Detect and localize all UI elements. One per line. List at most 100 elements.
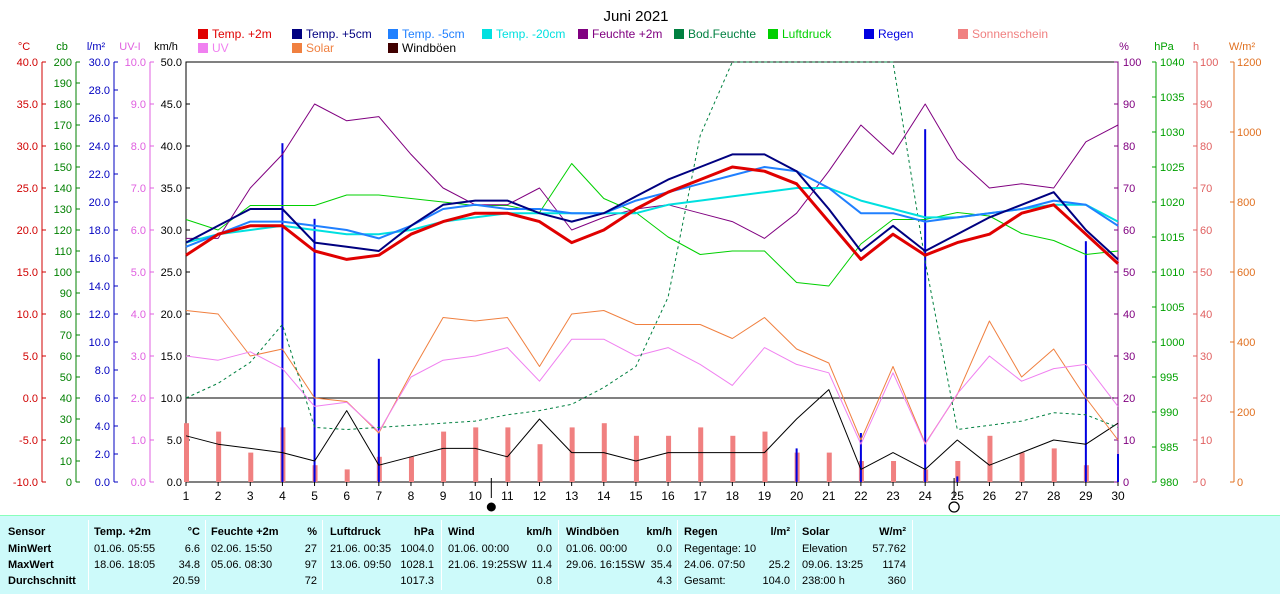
uv-tick-label: 5.0	[131, 267, 146, 279]
cb-tick-label: 80	[60, 309, 72, 321]
x-tick-label: 19	[758, 489, 772, 503]
series-line-luftdruck	[185, 163, 1119, 287]
stats-hum-avg-value: 72	[304, 575, 317, 587]
sunshine-bar	[216, 431, 222, 482]
stats-gust-unit: km/h	[646, 526, 672, 538]
rain-bar	[956, 476, 959, 482]
legend-swatch	[388, 43, 398, 53]
x-tick-label: 18	[726, 489, 740, 503]
x-tick-label: 2	[215, 489, 222, 503]
rain-bar	[377, 358, 380, 482]
stats-gust-column: Windböen km/h 01.06. 00:00 0.0 29.06. 16:1…	[566, 524, 672, 596]
legend-swatch	[674, 29, 684, 39]
uv-tick-label: 6.0	[131, 225, 146, 237]
sunshine-bar	[987, 435, 993, 482]
stats-wind-unit: km/h	[526, 526, 552, 538]
legend-label: Temp. +2m	[212, 27, 272, 41]
stats-solar-hours: 238:00 h	[802, 575, 845, 587]
x-tick-label: 4	[279, 489, 286, 503]
x-tick-label: 12	[533, 489, 547, 503]
wind-tick-label: 0.0	[167, 477, 182, 489]
temp-axis-unit: °C	[18, 41, 30, 53]
stats-temp-avg-value: 20.59	[172, 575, 200, 587]
stats-gust-min-value: 0.0	[656, 543, 672, 555]
stats-gust-avg-value: 4.3	[656, 575, 672, 587]
press-tick-label: 1000	[1160, 337, 1184, 349]
sunshine-bar	[344, 469, 350, 482]
temp-tick-label: 15.0	[17, 267, 38, 279]
rain-bar	[795, 448, 798, 482]
rain-tick-label: 4.0	[95, 421, 110, 433]
stats-rain-days: Regentage: 10	[684, 543, 757, 555]
cb-tick-label: 150	[54, 162, 72, 174]
wind-tick-label: 35.0	[161, 183, 182, 195]
stats-rain-unit: l/m²	[770, 526, 790, 538]
press-tick-label: 985	[1160, 442, 1178, 454]
wind-tick-label: 30.0	[161, 225, 182, 237]
temp-tick-label: -5.0	[19, 435, 38, 447]
stats-gust-header: Windböen	[566, 526, 620, 538]
solar-tick-label: 200	[1237, 407, 1255, 419]
stats-temp-min-value: 6.6	[184, 543, 200, 555]
wind-axis-unit: km/h	[154, 41, 178, 53]
x-tick-label: 9	[440, 489, 447, 503]
cb-tick-label: 120	[54, 225, 72, 237]
x-tick-label: 22	[854, 489, 868, 503]
rain-bar	[859, 433, 862, 482]
sunshine-bar	[633, 435, 639, 482]
stats-solar-elevation-value: 57.762	[872, 543, 906, 555]
statistics-panel: Sensor MinWert MaxWert Durchschnitt Temp…	[0, 515, 1280, 594]
solar-tick-label: 600	[1237, 267, 1255, 279]
legend-swatch	[578, 29, 588, 39]
sunshine-bar	[730, 435, 736, 482]
sun-tick-label: 10	[1200, 435, 1212, 447]
cb-tick-label: 50	[60, 372, 72, 384]
series-line-temp-2m	[185, 165, 1120, 265]
legend-label: Windböen	[402, 41, 456, 55]
hum-tick-label: 90	[1123, 99, 1135, 111]
sunshine-bar	[955, 461, 961, 482]
wind-tick-label: 5.0	[167, 435, 182, 447]
cb-tick-label: 200	[54, 57, 72, 69]
stats-solar-unit: W/m²	[879, 526, 906, 538]
solar-tick-label: 1200	[1237, 57, 1261, 69]
hum-tick-label: 70	[1123, 183, 1135, 195]
cb-tick-label: 170	[54, 120, 72, 132]
sunshine-bar	[698, 427, 704, 482]
sun-tick-label: 40	[1200, 309, 1212, 321]
legend-swatch	[388, 29, 398, 39]
rain-tick-label: 6.0	[95, 393, 110, 405]
cb-tick-label: 140	[54, 183, 72, 195]
uv-tick-label: 3.0	[131, 351, 146, 363]
stats-wind-min-time: 01.06. 00:00	[448, 543, 510, 555]
legend-label: UV	[212, 41, 229, 55]
x-tick-label: 5	[311, 489, 318, 503]
hum-tick-label: 60	[1123, 225, 1135, 237]
stats-gust-max-value: 35.4	[650, 559, 672, 571]
stats-press-min-time: 21.06. 00:35	[330, 543, 392, 555]
series-line-temp-5cm	[185, 166, 1119, 248]
temp-tick-label: 30.0	[17, 141, 38, 153]
sun-axis-unit: h	[1193, 41, 1199, 53]
stats-temp-min-time: 01.06. 05:55	[94, 543, 156, 555]
series-line-uv	[185, 338, 1119, 445]
temp-tick-label: 25.0	[17, 183, 38, 195]
stats-press-max-value: 1028.1	[400, 559, 434, 571]
temp-tick-label: 5.0	[23, 351, 38, 363]
rain-tick-label: 8.0	[95, 365, 110, 377]
wind-tick-label: 50.0	[161, 57, 182, 69]
stats-temp-max-value: 34.8	[178, 559, 200, 571]
x-tick-label: 8	[408, 489, 415, 503]
sun-tick-label: 0	[1200, 477, 1206, 489]
legend-label: Feuchte +2m	[592, 27, 662, 41]
x-tick-label: 17	[694, 489, 708, 503]
x-tick-label: 11	[501, 489, 514, 503]
press-tick-label: 1025	[1160, 162, 1184, 174]
rain-tick-label: 22.0	[89, 169, 110, 181]
x-tick-label: 29	[1079, 489, 1093, 503]
hum-tick-label: 30	[1123, 351, 1135, 363]
press-tick-label: 1005	[1160, 302, 1184, 314]
x-tick-label: 13	[565, 489, 579, 503]
x-tick-label: 16	[661, 489, 675, 503]
sunshine-bar	[891, 461, 897, 482]
